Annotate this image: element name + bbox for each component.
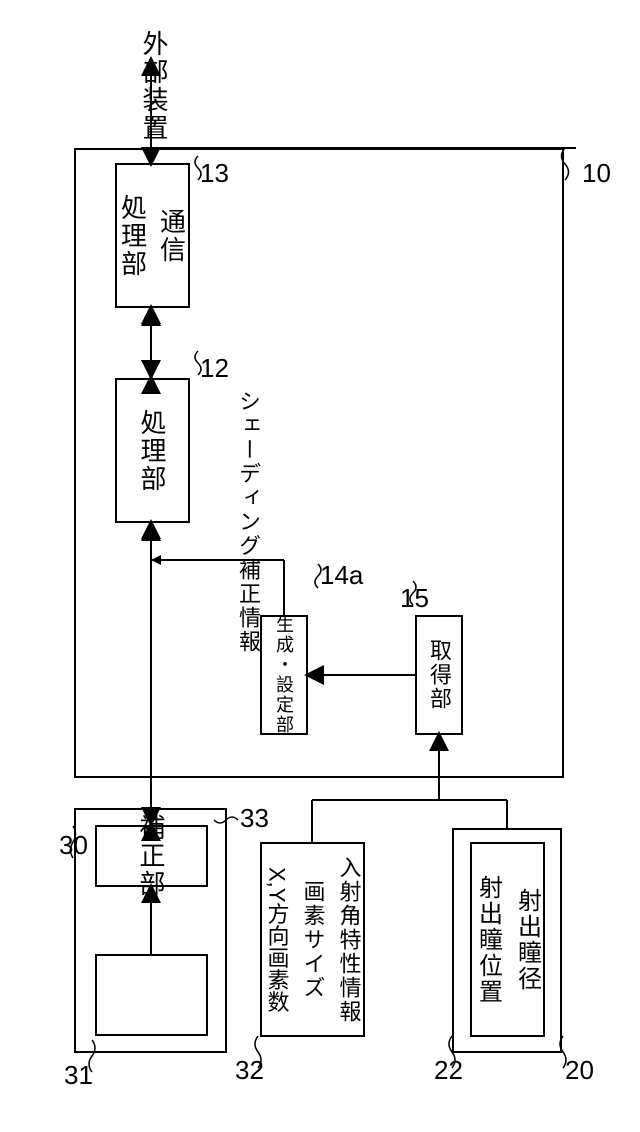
block-15-text: 取得部 [423, 639, 455, 711]
block-12: 処理部 [115, 378, 190, 523]
block-32-line-0: 入射角特性情報 [333, 856, 365, 1024]
block-12-text: 処理部 [134, 409, 171, 493]
block-13-line-1: 処理部 [115, 194, 152, 278]
block-14a-text: 生成・設定部 [271, 615, 297, 735]
label-20: 20 [565, 1055, 594, 1086]
block-33: 補正部 [95, 825, 208, 887]
block-32-line-2: X,Y方向画素数 [261, 867, 293, 1012]
block-31 [95, 954, 208, 1036]
label-12: 12 [200, 353, 229, 384]
block-32: 入射角特性情報 画素サイズ X,Y方向画素数 [260, 842, 365, 1037]
label-13: 13 [200, 158, 229, 189]
external-device-label: 外部装置 [136, 30, 173, 142]
block-22-line-1: 射出瞳位置 [471, 875, 506, 1005]
label-15: 15 [400, 583, 429, 614]
label-30: 30 [59, 830, 88, 861]
block-14a: 生成・設定部 [260, 615, 308, 735]
block-22-line-0: 射出瞳径 [510, 888, 545, 992]
block-15: 取得部 [415, 615, 463, 735]
label-14a: 14a [320, 560, 363, 591]
block-13-line-0: 通信 [154, 208, 191, 264]
label-10: 10 [582, 158, 611, 189]
label-32: 32 [235, 1055, 264, 1086]
block-13: 通信 処理部 [115, 163, 190, 308]
label-33: 33 [240, 803, 269, 834]
label-31: 31 [64, 1060, 93, 1091]
shading-correction-label: シェーディング補正情報 [232, 390, 264, 654]
diagram-canvas: 補正部 入射角特性情報 画素サイズ X,Y方向画素数 射出瞳径 射出瞳位置 生成… [0, 0, 640, 1132]
label-22: 22 [434, 1055, 463, 1086]
block-33-text: 補正部 [133, 814, 170, 898]
block-22: 射出瞳径 射出瞳位置 [470, 842, 545, 1037]
block-32-line-1: 画素サイズ [297, 880, 329, 1000]
